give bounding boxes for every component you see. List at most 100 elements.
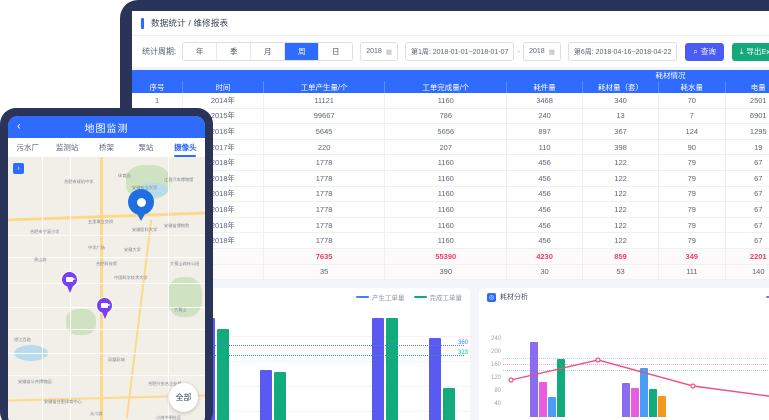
table-row[interactable]: 1 2014年 11121 1160 3468 340 70 2501 (132, 93, 769, 109)
table-row[interactable]: 22015年996677862401376901 (132, 108, 769, 125)
bar[interactable] (631, 388, 640, 417)
chevron-left-icon[interactable]: ‹ (17, 120, 21, 133)
bar[interactable] (622, 382, 631, 417)
period-option-day[interactable]: 日 (319, 43, 353, 60)
search-button[interactable]: ⌕ 查询 (685, 42, 724, 61)
table-cell: 456 (507, 217, 584, 234)
consumable-chart-title: 耗材分析 (500, 294, 528, 301)
table-cell: 70 (659, 93, 726, 109)
col-header-completed[interactable]: 工单完成量/个 (385, 81, 508, 93)
camera-icon (66, 277, 76, 282)
chevron-right-icon[interactable]: › (13, 163, 24, 174)
bar[interactable] (217, 328, 230, 420)
mobile-tab-station[interactable]: 监测站 (55, 143, 79, 152)
current-location-marker[interactable] (128, 189, 154, 215)
table-cell: 2501 (725, 93, 769, 109)
bar[interactable] (372, 317, 385, 420)
camera-marker[interactable] (96, 297, 113, 314)
table-row[interactable]: 32016年564556568973671241295 (132, 124, 769, 140)
bar[interactable] (259, 370, 272, 420)
calendar-icon-end: ▦ (548, 48, 555, 56)
bar-group (414, 338, 470, 420)
legend-generated[interactable]: 产生工单量 (356, 292, 405, 302)
year-start-value: 2018 (366, 48, 382, 55)
camera-marker[interactable] (61, 271, 78, 288)
map-label: 中学广场 (88, 245, 105, 250)
bar[interactable] (649, 388, 658, 417)
table-cell: 2201 (725, 248, 769, 265)
bar[interactable] (640, 367, 649, 417)
table-row-average[interactable]: 平均值353903053111140 (132, 264, 769, 281)
map-road (8, 235, 205, 236)
mobile-tab-camera[interactable]: 摄像头 (166, 138, 205, 157)
bar[interactable] (529, 342, 538, 417)
map-road (8, 375, 205, 376)
year-start-input[interactable]: 2018 ▦ (360, 42, 398, 61)
bar[interactable] (547, 396, 556, 417)
table-row[interactable]: 82018年177811604561227967 (132, 202, 769, 218)
charts-region: 产生工单量 完成工单量 360 323 (132, 288, 769, 420)
table-cell: 1160 (385, 186, 508, 203)
table-cell: 122 (583, 170, 660, 187)
pie-icon: ◎ (487, 292, 496, 302)
col-header-generated[interactable]: 工单产生量/个 (264, 81, 386, 93)
table-cell: 390 (385, 264, 508, 281)
week-end-input[interactable]: 第6周: 2018-04-16~2018-04-22 (567, 42, 678, 61)
bar[interactable] (556, 358, 565, 417)
col-header-material[interactable]: 耗材量（套） (583, 81, 660, 93)
col-header-parts[interactable]: 耗件量 (507, 81, 584, 93)
consumable-bars (503, 328, 769, 417)
year-end-input[interactable]: 2018 ▦ (523, 42, 561, 61)
location-dot-icon (136, 197, 146, 207)
col-header-water[interactable]: 耗水量 (659, 81, 726, 93)
col-header-power[interactable]: 电量 (726, 81, 769, 93)
map-label: 合肥市琥珀中学 (64, 179, 94, 184)
period-label: 统计周期: (142, 47, 177, 56)
export-excel-button[interactable]: ⤓ 导出Excel (731, 42, 769, 61)
table-cell: 456 (507, 170, 584, 187)
marker-label-360: 360 (457, 340, 468, 346)
map-all-button[interactable]: 全部 (169, 383, 198, 412)
col-header-time[interactable]: 时间 (183, 81, 264, 93)
period-option-month[interactable]: 月 (251, 43, 286, 60)
table-cell: 897 (507, 124, 584, 140)
bar[interactable] (273, 371, 286, 420)
table-cell: 124 (659, 124, 726, 140)
map-canvas[interactable]: 合肥市琥珀中学 体育园 安徽农业大学 江淮汽车博物馆 五里墩立交桥 安徽医科大学… (8, 157, 205, 420)
bar-group (600, 367, 688, 417)
period-segmented-control[interactable]: 年 季 月 周 日 (182, 42, 354, 61)
table-row[interactable]: 52018年177811604561227967 (132, 155, 769, 171)
table-cell: 456 (507, 155, 584, 171)
period-option-quarter[interactable]: 季 (217, 43, 252, 60)
y-axis-tick: 40 (494, 400, 501, 407)
mobile-tab-sewage[interactable]: 污水厂 (16, 143, 39, 152)
week-start-input[interactable]: 第1周: 2018-01-01~2018-01-07 (404, 42, 515, 61)
mobile-tab-pump[interactable]: 泵站 (138, 143, 154, 152)
table-row[interactable]: 42017年2202071103989019 (132, 139, 769, 156)
dot-line (503, 358, 769, 359)
period-option-week[interactable]: 周 (285, 43, 320, 60)
table-row-total[interactable]: 合计76355539042308593492201 (132, 248, 769, 265)
legend-consumable[interactable] (766, 295, 769, 299)
bar[interactable] (442, 387, 455, 420)
dot-line (503, 364, 769, 365)
gridline (132, 336, 470, 337)
period-option-year[interactable]: 年 (183, 43, 218, 60)
bar[interactable] (386, 318, 399, 420)
mobile-tab-bridge[interactable]: 桥架 (99, 143, 115, 152)
table-row[interactable]: 102018年177811604561227967 (132, 233, 769, 249)
map-label: 安徽农业大学 (132, 185, 158, 190)
table-row[interactable]: 62018年177811604561227967 (132, 170, 769, 187)
legend-completed[interactable]: 完成工单量 (413, 292, 462, 302)
bar-group (357, 317, 413, 420)
bar[interactable] (428, 338, 441, 420)
bar[interactable] (658, 396, 667, 417)
col-header-index[interactable]: 序号 (132, 81, 184, 93)
bar-group (245, 370, 301, 420)
consumable-chart-legend (766, 295, 769, 299)
table-cell: 1778 (263, 155, 386, 171)
bar[interactable] (538, 381, 547, 417)
table-cell: 207 (385, 139, 508, 156)
